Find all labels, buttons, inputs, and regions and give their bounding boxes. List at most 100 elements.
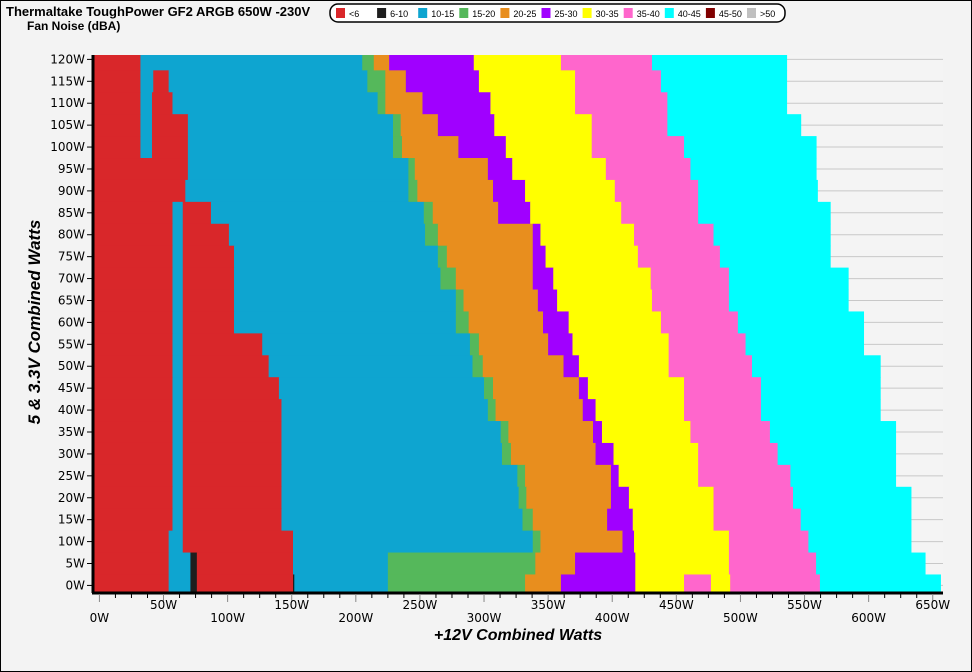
y-tick-label: 65W — [58, 293, 85, 307]
x-tick-label: 250W — [403, 598, 438, 612]
heatmap-cell — [168, 70, 368, 93]
heatmap-cell — [494, 114, 593, 137]
heatmap-cell — [560, 55, 653, 71]
heatmap-cell — [182, 508, 282, 532]
heatmap-cell — [808, 530, 912, 554]
heatmap-cell — [373, 55, 390, 71]
legend-label: 40-45 — [678, 9, 701, 19]
heatmap-cell — [505, 136, 593, 159]
heatmap-cell — [455, 267, 534, 291]
heatmap-cell — [582, 399, 597, 422]
heatmap-cell — [637, 245, 721, 269]
heatmap-cell — [182, 333, 263, 356]
heatmap-cell — [508, 421, 594, 444]
heatmap-cell — [196, 574, 294, 593]
heatmap-cell — [281, 464, 518, 488]
heatmap-cell — [745, 333, 865, 356]
heatmap-cell — [667, 114, 802, 137]
heatmap-cell — [575, 70, 662, 93]
y-tick-label: 35W — [58, 425, 85, 439]
heatmap-cell — [362, 55, 375, 71]
legend-item: 25-30 — [541, 8, 578, 19]
heatmap-cell — [172, 201, 184, 225]
heatmap-cell — [393, 114, 402, 137]
heatmap-cell — [518, 486, 527, 510]
legend-label: 35-40 — [637, 9, 660, 19]
heatmap-cell — [234, 245, 439, 269]
heatmap-cell — [385, 70, 407, 93]
legend-item: >50 — [747, 8, 775, 19]
heatmap-cell — [593, 421, 603, 444]
heatmap-cell — [690, 158, 817, 181]
legend-swatch — [377, 8, 387, 18]
heatmap-cell — [182, 267, 235, 291]
heatmap-cell — [93, 55, 141, 71]
heatmap-cell — [698, 464, 791, 488]
legend-label: 10-15 — [431, 9, 454, 19]
heatmap-cell — [595, 399, 685, 422]
axes: 0W 5W 10W 15W 20W 25W 30W 35W 40W 45W 50W 55W 60W 65W… — [50, 52, 950, 625]
heatmap-cell — [93, 486, 173, 510]
heatmap-cell — [387, 574, 526, 593]
x-tick-label: 0W — [90, 611, 110, 625]
heatmap-cell — [591, 136, 685, 159]
y-tick-label: 50W — [58, 359, 85, 373]
heatmap-cell — [190, 574, 198, 593]
heatmap-cell — [635, 552, 730, 575]
heatmap-cell — [728, 530, 809, 554]
heatmap-cell — [713, 486, 794, 510]
heatmap-cell — [487, 158, 513, 181]
y-tick-label: 0W — [66, 578, 86, 592]
heatmap-cell — [501, 442, 512, 466]
heatmap-cell — [281, 486, 520, 510]
y-tick-label: 80W — [58, 228, 85, 242]
heatmap-cell — [563, 355, 580, 378]
x-tick-label: 50W — [150, 598, 177, 612]
heatmap-cell — [140, 55, 363, 71]
heatmap-cell — [760, 399, 881, 422]
heatmap-cell — [401, 136, 459, 159]
legend-item: 20-25 — [500, 8, 536, 19]
heatmap-cell — [440, 267, 457, 291]
heatmap-cell — [93, 333, 173, 356]
legend-swatch — [500, 8, 510, 18]
legend-label: >50 — [760, 9, 775, 19]
y-tick-label: 110W — [50, 96, 85, 110]
legend: <6 6-10 10-15 15-20 20-25 25-30 30-35 35-40 40-4… — [329, 3, 786, 23]
heatmap-cell — [234, 311, 457, 334]
heatmap-cell — [182, 355, 270, 378]
heatmap-cell — [532, 223, 541, 247]
heatmap-cell — [698, 201, 831, 225]
heatmap-cell — [634, 223, 715, 247]
heatmap-cell — [268, 355, 473, 378]
y-tick-label: 75W — [58, 250, 85, 264]
heatmap-cell — [182, 486, 282, 510]
heatmap-cell — [151, 136, 189, 159]
heatmap-cell — [187, 114, 394, 137]
heatmap-cell — [690, 421, 771, 444]
heatmap-cell — [185, 179, 409, 203]
heatmap-cell — [228, 223, 426, 247]
heatmap-cell — [510, 442, 597, 466]
heatmap-cell — [278, 377, 485, 400]
x-tick-label: 350W — [531, 598, 566, 612]
heatmap-cell — [93, 223, 173, 247]
heatmap-cell — [595, 442, 615, 466]
legend-label: 30-35 — [596, 9, 619, 19]
legend-swatch — [705, 8, 715, 18]
heatmap-cell — [478, 333, 549, 356]
legend-item: 35-40 — [623, 8, 660, 19]
legend-label: 15-20 — [472, 9, 495, 19]
heatmap-cell — [168, 574, 191, 593]
heatmap-cell — [610, 464, 620, 488]
heatmap-cell — [93, 421, 173, 444]
heatmap-cell — [182, 530, 294, 554]
heatmap-cell — [525, 179, 616, 203]
heatmap-cell — [140, 70, 154, 93]
heatmap-cell — [281, 442, 503, 466]
heatmap-cell — [522, 508, 534, 532]
heatmap-cell — [493, 377, 580, 400]
heatmap-cell — [728, 267, 849, 291]
legend-label: 25-30 — [555, 9, 578, 19]
heatmap-cell — [498, 201, 531, 225]
